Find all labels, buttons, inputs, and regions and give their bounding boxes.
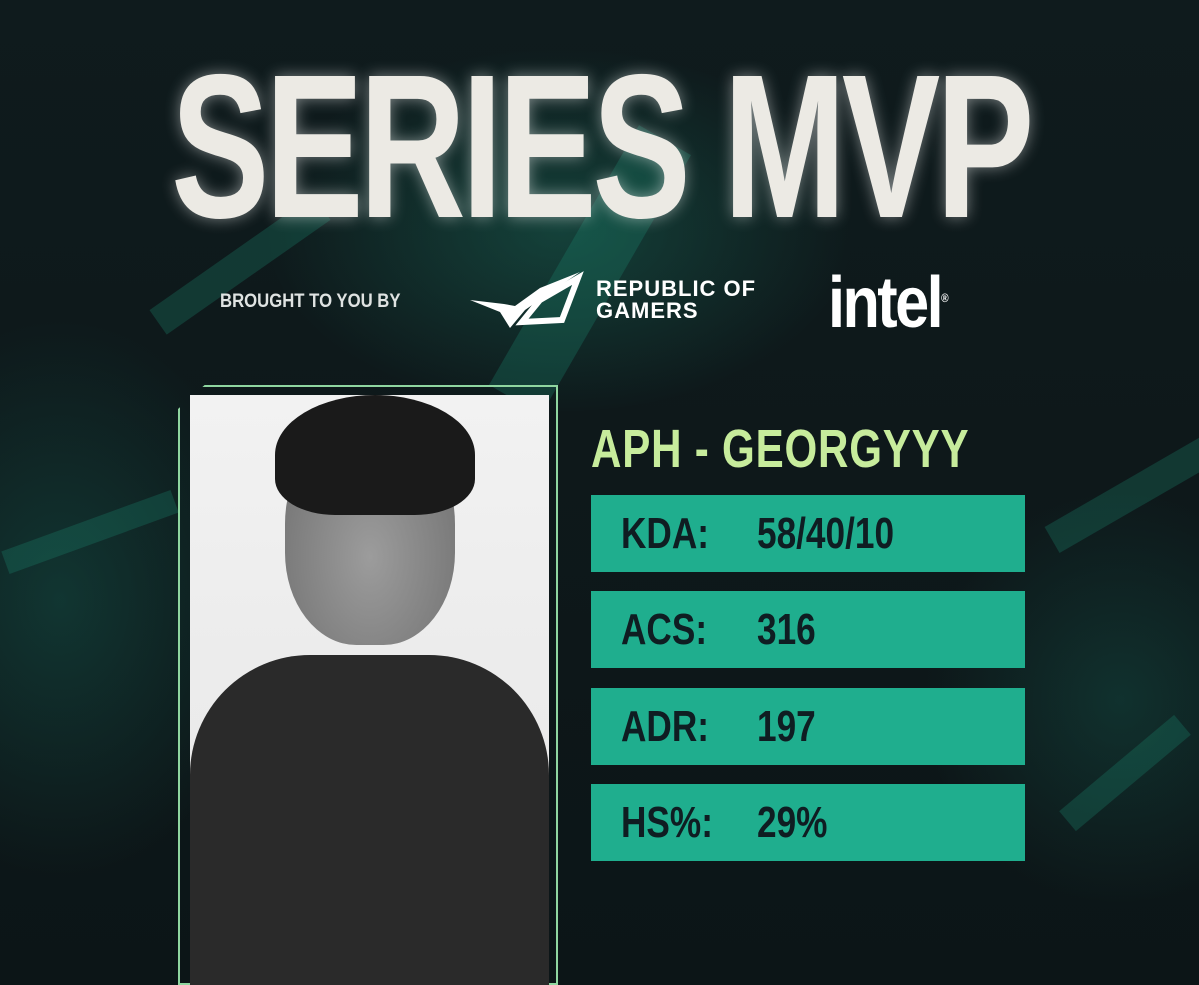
stat-label: ACS:: [621, 605, 708, 654]
rog-eye-logo: [470, 271, 584, 328]
stat-value: 197: [757, 702, 816, 751]
stat-label: ADR:: [621, 702, 709, 751]
player-jersey: [190, 655, 549, 985]
title-text: SERIES MVP: [171, 32, 1034, 261]
stat-row-adr: ADR: 197: [591, 688, 1025, 765]
stat-label: KDA:: [621, 509, 709, 558]
player-hair: [275, 395, 475, 515]
stat-value: 29%: [757, 798, 828, 847]
rog-line1: REPUBLIC OF: [596, 276, 757, 301]
page-title: SERIES MVP: [171, 32, 1034, 261]
stat-row-acs: ACS: 316: [591, 591, 1025, 668]
stat-value: 58/40/10: [757, 509, 895, 558]
stat-label: HS%:: [621, 798, 713, 847]
rog-line2: GAMERS: [596, 298, 699, 323]
intel-wordmark: intel: [828, 263, 944, 343]
rog-wordmark: REPUBLIC OF GAMERS: [596, 278, 756, 322]
player-name: APH - GEORGYYY: [591, 419, 970, 479]
player-photo: [190, 395, 549, 985]
stat-row-kda: KDA: 58/40/10: [591, 495, 1025, 572]
sponsor-prefix: BROUGHT TO YOU BY: [220, 291, 401, 312]
stat-row-hs: HS%: 29%: [591, 784, 1025, 861]
intel-registered-mark: ®: [941, 291, 949, 305]
intel-logo: intel®: [828, 262, 949, 344]
stat-value: 316: [757, 605, 816, 654]
